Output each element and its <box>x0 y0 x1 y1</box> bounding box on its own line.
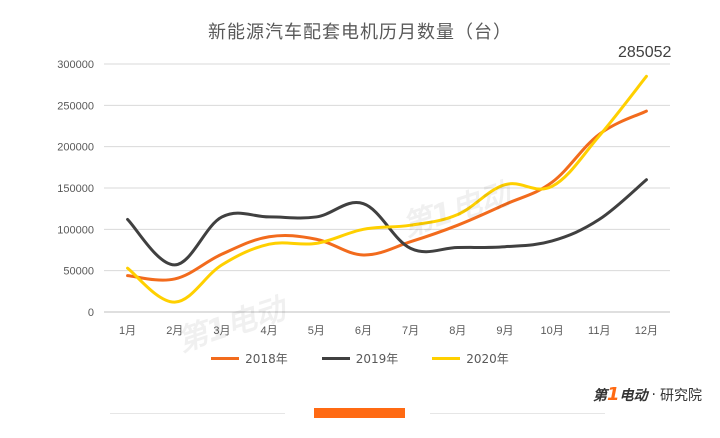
x-tick-label: 9月 <box>496 325 513 337</box>
y-tick-label: 200000 <box>57 142 94 154</box>
y-tick-label: 250000 <box>57 100 94 112</box>
logo-one: 1 <box>607 384 620 405</box>
legend-swatch-2018 <box>211 357 240 360</box>
logo-separator: · <box>651 386 656 403</box>
x-tick-label: 8月 <box>449 325 466 337</box>
y-axis-ticks: 0 50000 100000 150000 200000 250000 300000 <box>57 59 94 319</box>
logo-tail: 研究院 <box>660 387 702 404</box>
legend: 2018年 2019年 2020年 <box>0 350 720 367</box>
y-tick-label: 100000 <box>57 224 94 236</box>
legend-label-2020: 2020年 <box>466 352 509 366</box>
footer-divider-left <box>110 413 285 414</box>
series-lines <box>126 74 648 304</box>
x-tick-label: 12月 <box>635 325 658 337</box>
x-tick-label: 3月 <box>213 325 230 337</box>
logo-prefix: 第 <box>593 388 608 404</box>
y-tick-label: 50000 <box>63 266 94 278</box>
x-tick-label: 4月 <box>261 325 278 337</box>
y-tick-label: 0 <box>88 307 94 319</box>
x-axis-ticks: 1月 2月 3月 4月 5月 6月 7月 8月 9月 10月 11月 12月 <box>119 325 658 337</box>
legend-item-2020[interactable]: 2020年 <box>432 350 509 367</box>
series-line-0[interactable] <box>126 109 648 282</box>
logo-suffix: 电动 <box>619 388 648 404</box>
legend-label-2018: 2018年 <box>245 352 288 366</box>
x-tick-label: 11月 <box>588 325 610 337</box>
legend-label-2019: 2019年 <box>355 352 399 366</box>
footer-accent-bar <box>314 408 405 418</box>
x-tick-label: 10月 <box>540 325 563 337</box>
series-line-1[interactable] <box>126 178 648 267</box>
legend-swatch-2020 <box>432 357 461 360</box>
y-tick-label: 150000 <box>57 183 94 195</box>
x-tick-label: 5月 <box>308 325 325 337</box>
legend-item-2018[interactable]: 2018年 <box>211 350 288 367</box>
series-line-2[interactable] <box>126 74 648 304</box>
legend-item-2019[interactable]: 2019年 <box>321 350 399 367</box>
x-tick-label: 2月 <box>166 325 183 337</box>
chart-title: 新能源汽车配套电机历月数量（台） <box>208 22 512 43</box>
y-tick-label: 300000 <box>57 59 94 71</box>
x-tick-label: 6月 <box>355 325 372 337</box>
legend-swatch-2019 <box>321 357 350 360</box>
footer-divider-right <box>430 413 605 414</box>
brand-logo: 第1电动 · 研究院 <box>593 384 702 405</box>
x-tick-label: 7月 <box>402 325 419 337</box>
logo-mark: 第1电动 <box>593 384 648 405</box>
x-tick-label: 1月 <box>119 325 136 337</box>
peak-annotation: 285052 <box>618 44 672 61</box>
grid-lines <box>104 63 670 313</box>
